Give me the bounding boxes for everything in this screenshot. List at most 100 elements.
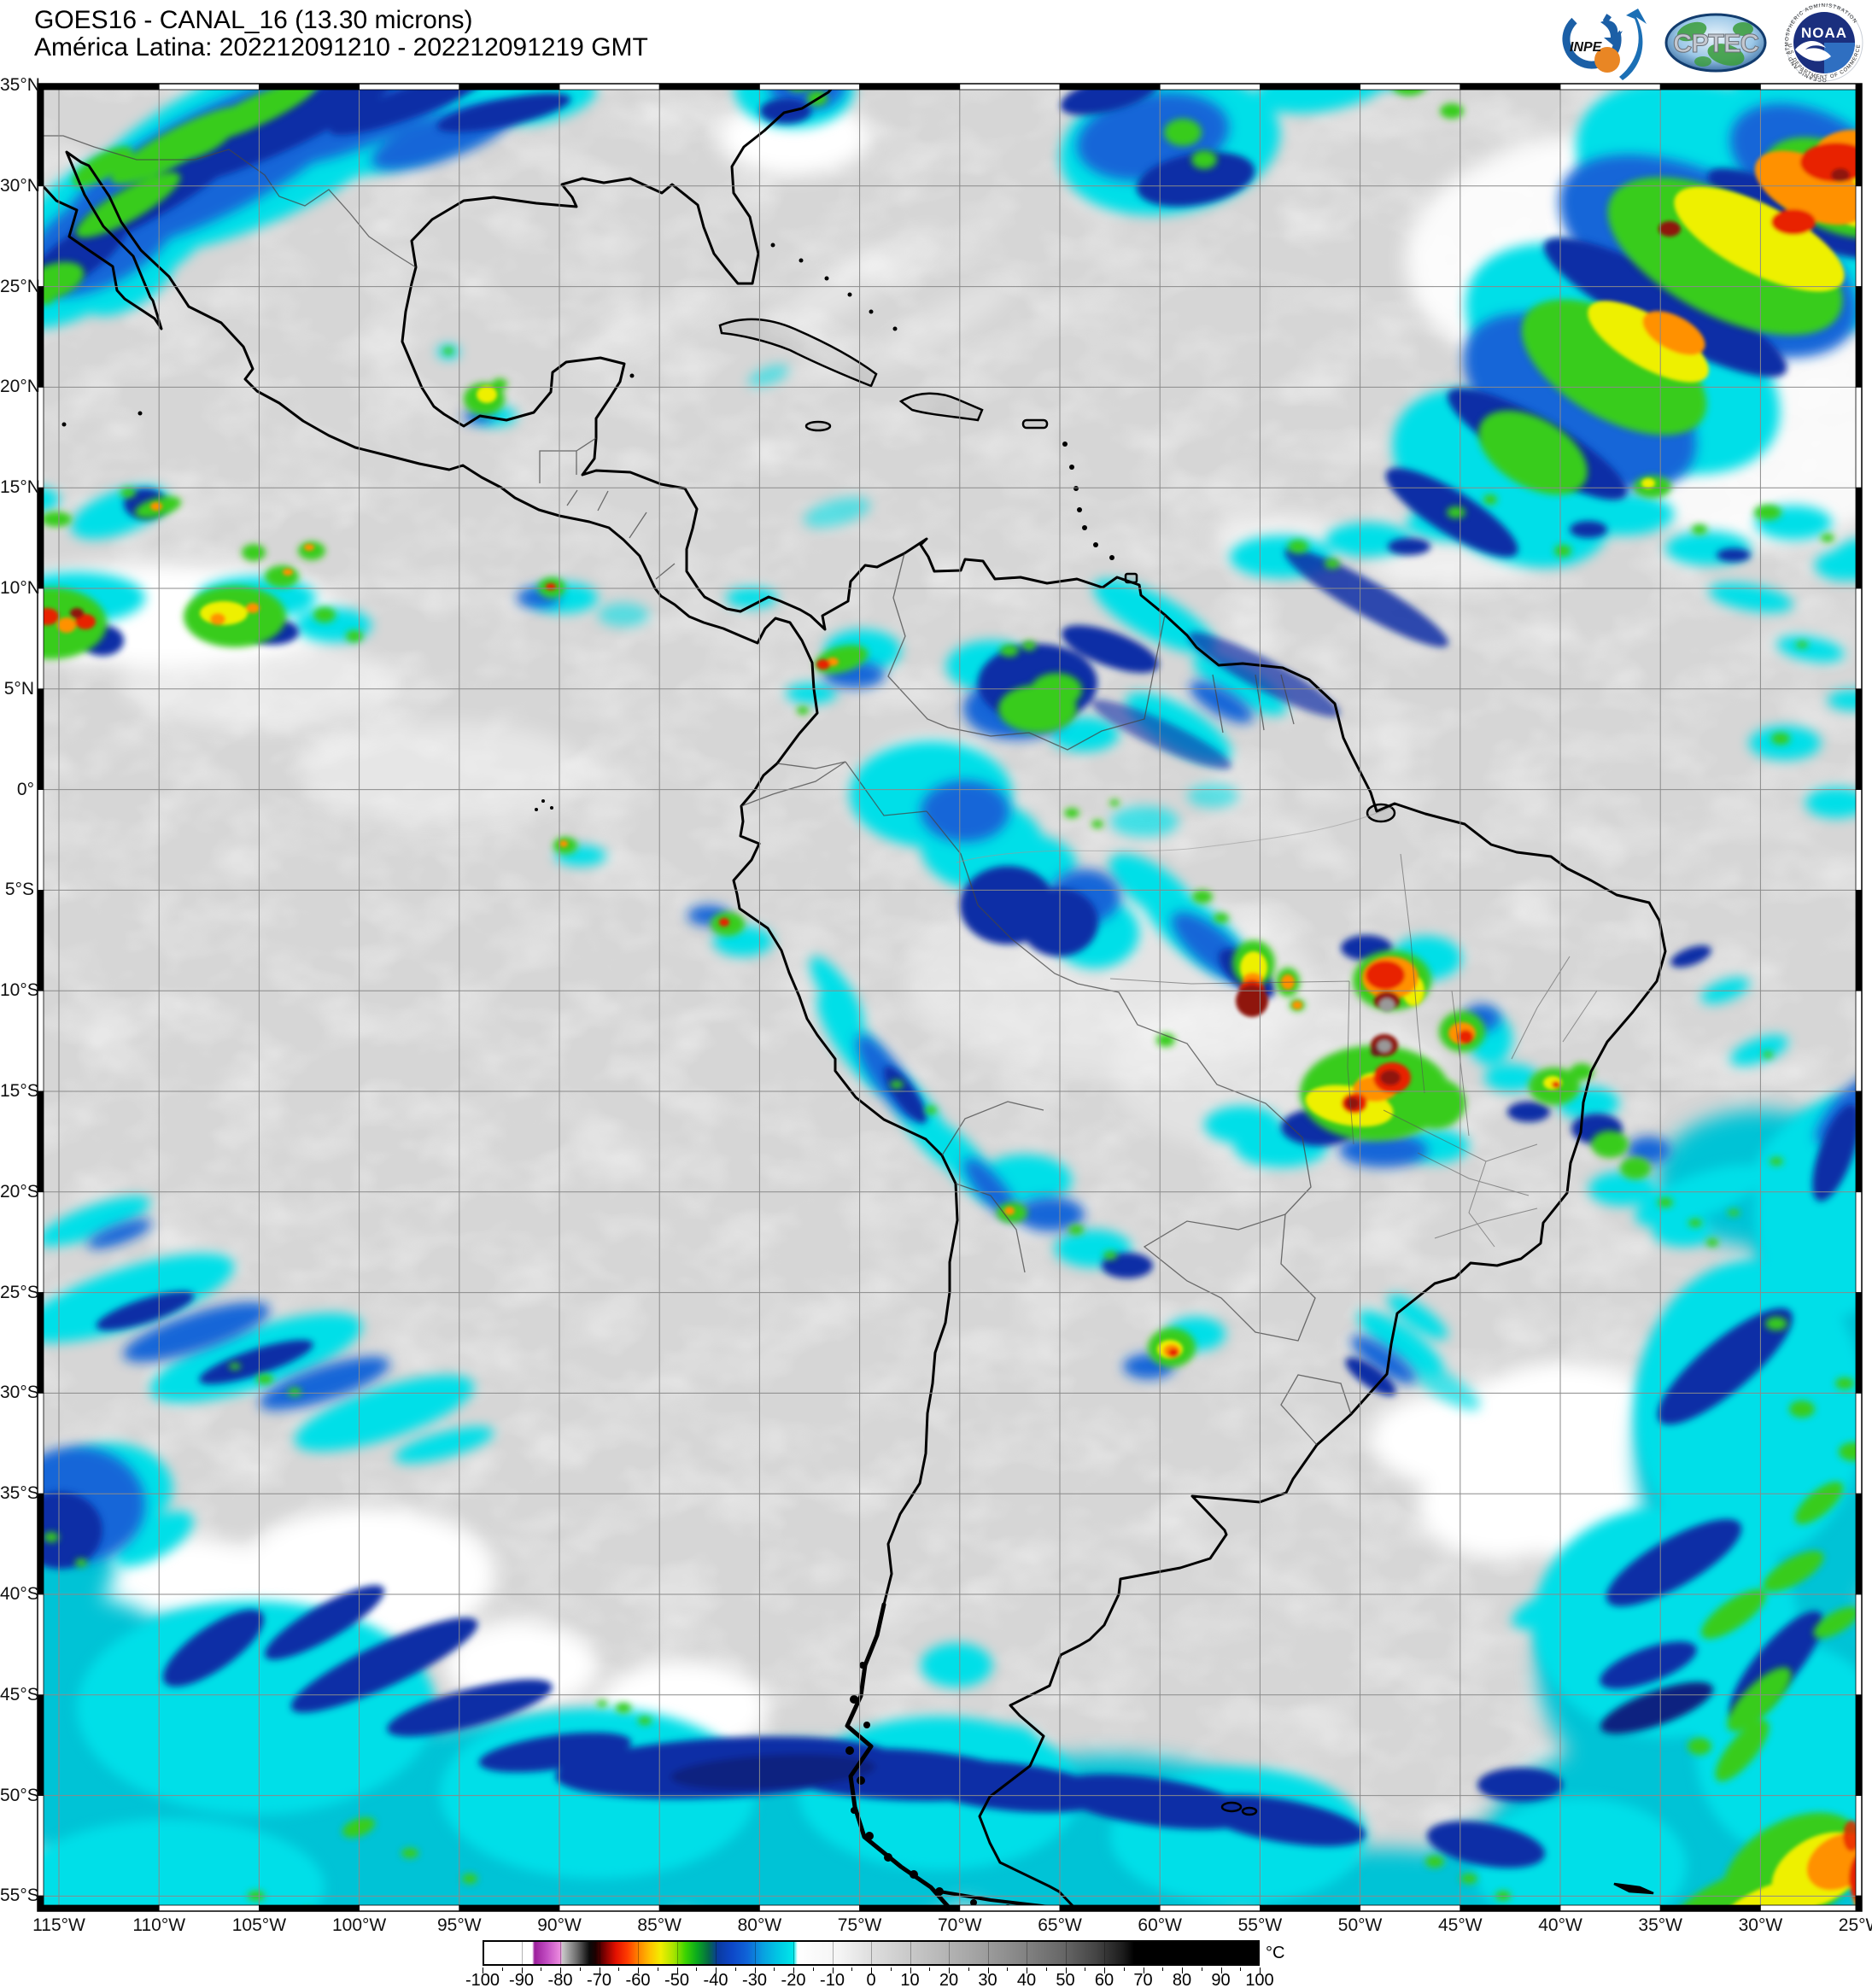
colorbar-tick-mark <box>1260 1968 1261 1973</box>
colorbar-tick-mark <box>754 1968 756 1973</box>
lat-label: 0° <box>16 779 34 799</box>
colorbar-tick-mark <box>1104 1968 1105 1973</box>
lat-label: 25°N <box>0 276 40 296</box>
lon-label: 75°W <box>837 1915 882 1935</box>
colorbar-tick-mark <box>949 1968 950 1973</box>
lat-label: 15°N <box>0 477 40 498</box>
inpe-arrow <box>1619 9 1647 80</box>
colorbar-tick-mark <box>638 1968 639 1973</box>
lon-label: 90°W <box>537 1915 582 1935</box>
lat-label: 25°S <box>0 1282 39 1302</box>
colorbar-tick-label: -100 <box>465 1971 500 1988</box>
colorbar-tick-mark <box>929 1968 931 1971</box>
colorbar-tick-label: -60 <box>625 1971 651 1988</box>
lat-label: 30°N <box>0 175 40 196</box>
lon-label: 65°W <box>1038 1915 1082 1935</box>
colorbar-tick-label: -40 <box>703 1971 728 1988</box>
islands <box>718 318 1654 1895</box>
colorbar-tick-label: -20 <box>781 1971 806 1988</box>
lon-label: 70°W <box>938 1915 982 1935</box>
lat-label: 15°S <box>0 1081 39 1101</box>
lat-label: 40°S <box>0 1584 39 1604</box>
colorbar-tick-label: 30 <box>978 1971 997 1988</box>
colorbar-tick-mark <box>832 1968 834 1973</box>
colorbar-tick-label: -90 <box>509 1971 534 1988</box>
page-subtitle: América Latina: 202212091210 - 202212091… <box>34 33 648 61</box>
colorbar-tick-mark <box>793 1968 794 1973</box>
lon-label: 25°W <box>1838 1915 1872 1935</box>
colorbar-tick-label: 0 <box>866 1971 876 1988</box>
colorbar-tick-mark <box>1220 1968 1222 1973</box>
colorbar-tick-mark <box>716 1968 717 1973</box>
colorbar-tick-label: 20 <box>939 1971 959 1988</box>
graticule-gridlines <box>38 84 1862 1911</box>
colorbar-tick-label: -50 <box>664 1971 689 1988</box>
colorbar-unit-label: °C <box>1266 1944 1285 1962</box>
colorbar-tick-label: 70 <box>1133 1971 1153 1988</box>
lon-label: 80°W <box>737 1915 782 1935</box>
colorbar-tick-mark <box>1007 1968 1009 1971</box>
colorbar-tick-mark <box>1162 1968 1164 1971</box>
colorbar-tick-mark <box>1045 1968 1047 1971</box>
lat-label: 10°S <box>0 980 39 1001</box>
colorbar-tick-mark <box>696 1968 698 1971</box>
colorbar-tick-label: -80 <box>547 1971 573 1988</box>
colorbar-tick-label: 100 <box>1245 1971 1274 1988</box>
inpe-orange-dot <box>1594 47 1620 73</box>
colorbar-tick-mark <box>676 1968 678 1973</box>
cptec-label: CPTEC <box>1673 28 1759 58</box>
lon-label: 105°W <box>231 1915 287 1935</box>
colorbar-tick-mark <box>812 1968 814 1971</box>
colorbar-tick-label: 10 <box>900 1971 920 1988</box>
small-islands <box>61 243 1114 1911</box>
state-borders <box>956 806 1598 1248</box>
lat-label: 35°S <box>0 1483 39 1504</box>
colorbar-tick-label: 60 <box>1094 1971 1114 1988</box>
colorbar-tick-mark <box>560 1968 561 1973</box>
colorbar-tick-mark <box>968 1968 969 1971</box>
lat-label: 20°N <box>0 377 40 397</box>
noaa-label: NOAA <box>1801 25 1847 41</box>
lon-label: 110°W <box>132 1915 186 1935</box>
lon-label: 55°W <box>1237 1915 1283 1935</box>
page-title: GOES16 - CANAL_16 (13.30 microns) <box>34 6 473 34</box>
colorbar-tick-label: 40 <box>1016 1971 1037 1988</box>
colorbar-tick-mark <box>774 1968 775 1971</box>
colorbar-tick-label: -70 <box>587 1971 611 1988</box>
colorbar-tick-mark <box>987 1968 989 1973</box>
map-frame-outline <box>37 83 1863 1912</box>
noaa-gull-icon <box>1795 41 1831 61</box>
lat-label: 50°S <box>0 1785 39 1805</box>
lat-label: 20°S <box>0 1181 39 1202</box>
lon-label: 100°W <box>331 1915 387 1935</box>
lon-label: 35°W <box>1638 1915 1682 1935</box>
agency-logos: INPE CPTEC NATIONAL OCEANIC AND <box>1551 2 1863 82</box>
lon-label: 30°W <box>1738 1915 1783 1935</box>
inpe-logo: INPE <box>1562 9 1647 80</box>
colorbar-tick-mark <box>871 1968 872 1973</box>
colorbar-tick-mark <box>618 1968 620 1971</box>
lon-label: 40°W <box>1538 1915 1582 1935</box>
inpe-label: INPE <box>1570 40 1603 55</box>
colorbar-tick-mark <box>521 1968 523 1973</box>
lat-label: 45°S <box>0 1684 39 1704</box>
lat-label: 30°S <box>0 1383 39 1403</box>
colorbar-tick-label: -10 <box>820 1971 845 1988</box>
lat-label: 10°N <box>0 578 40 598</box>
lon-label: 85°W <box>637 1915 682 1935</box>
lat-label: 5°S <box>4 880 34 900</box>
colorbar-tick-label: 50 <box>1056 1971 1075 1988</box>
lon-label: 60°W <box>1138 1915 1182 1935</box>
colorbar-tick-mark <box>1065 1968 1067 1973</box>
colorbar-tick-label: -30 <box>742 1971 767 1988</box>
lat-label: 55°S <box>0 1886 39 1906</box>
colorbar-tick-mark <box>579 1968 581 1971</box>
colorbar-tick-mark <box>501 1968 503 1971</box>
colorbar-tick-mark <box>890 1968 892 1971</box>
colorbar-tick-mark <box>1240 1968 1242 1971</box>
lon-label: 95°W <box>437 1915 482 1935</box>
colorbar-tick-mark <box>1123 1968 1125 1971</box>
